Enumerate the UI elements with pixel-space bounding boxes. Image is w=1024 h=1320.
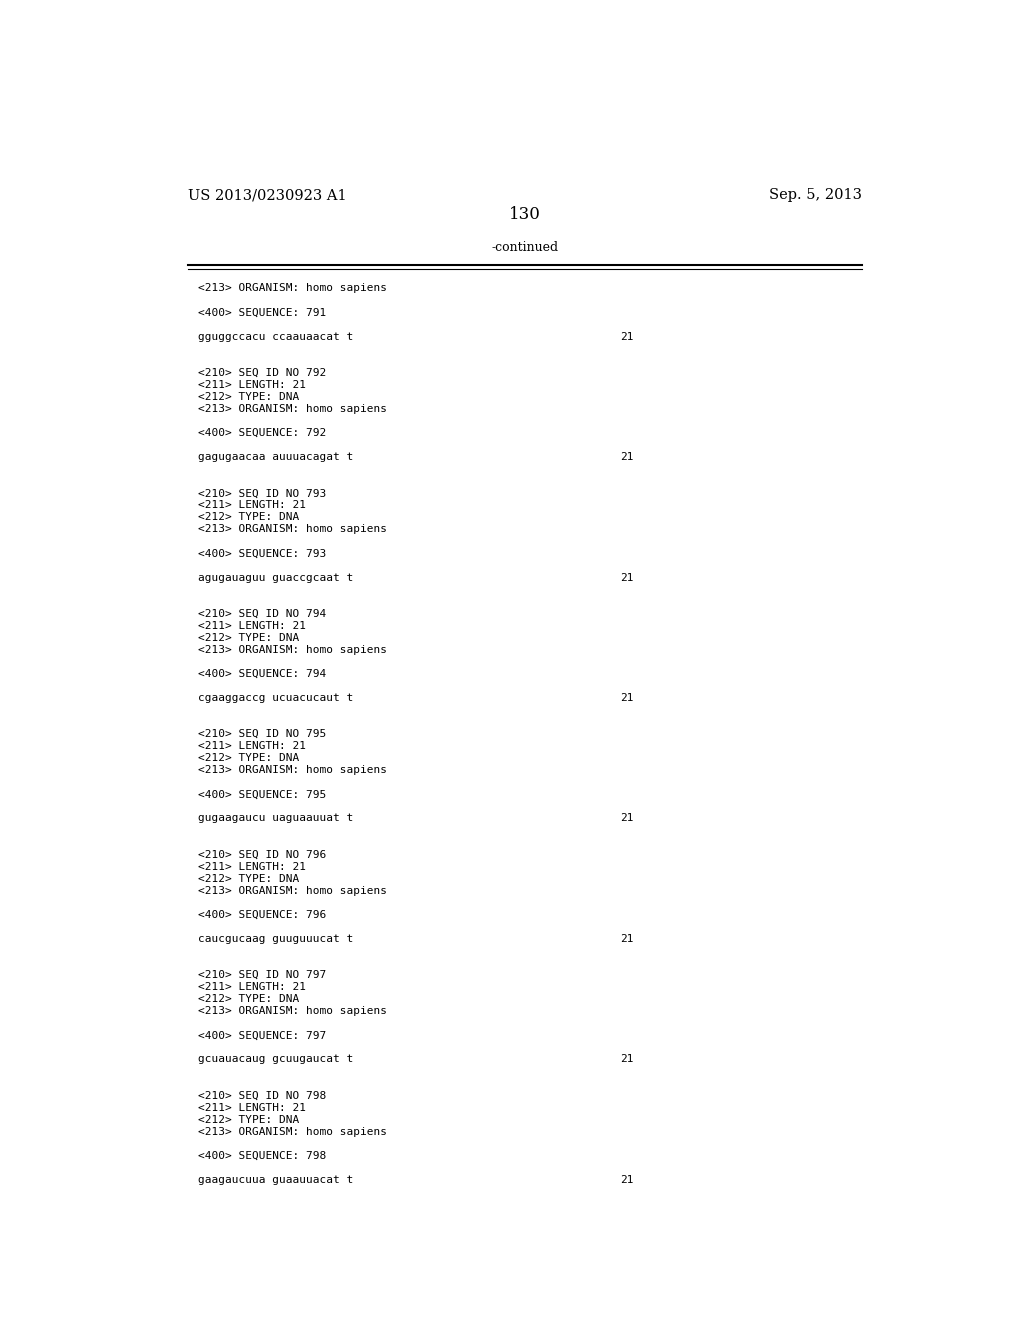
Text: <400> SEQUENCE: 798: <400> SEQUENCE: 798 xyxy=(198,1151,326,1160)
Text: <210> SEQ ID NO 792: <210> SEQ ID NO 792 xyxy=(198,368,326,378)
Text: <213> ORGANISM: homo sapiens: <213> ORGANISM: homo sapiens xyxy=(198,284,387,293)
Text: <400> SEQUENCE: 793: <400> SEQUENCE: 793 xyxy=(198,549,326,558)
Text: <210> SEQ ID NO 798: <210> SEQ ID NO 798 xyxy=(198,1090,326,1101)
Text: 21: 21 xyxy=(620,331,634,342)
Text: <400> SEQUENCE: 792: <400> SEQUENCE: 792 xyxy=(198,428,326,438)
Text: Sep. 5, 2013: Sep. 5, 2013 xyxy=(769,189,862,202)
Text: <211> LENGTH: 21: <211> LENGTH: 21 xyxy=(198,862,306,871)
Text: 21: 21 xyxy=(620,693,634,704)
Text: <210> SEQ ID NO 793: <210> SEQ ID NO 793 xyxy=(198,488,326,498)
Text: 21: 21 xyxy=(620,1175,634,1185)
Text: <400> SEQUENCE: 795: <400> SEQUENCE: 795 xyxy=(198,789,326,800)
Text: 21: 21 xyxy=(620,453,634,462)
Text: 21: 21 xyxy=(620,1055,634,1064)
Text: <211> LENGTH: 21: <211> LENGTH: 21 xyxy=(198,982,306,993)
Text: agugauaguu guaccgcaat t: agugauaguu guaccgcaat t xyxy=(198,573,353,582)
Text: <400> SEQUENCE: 797: <400> SEQUENCE: 797 xyxy=(198,1030,326,1040)
Text: <212> TYPE: DNA: <212> TYPE: DNA xyxy=(198,754,299,763)
Text: <210> SEQ ID NO 797: <210> SEQ ID NO 797 xyxy=(198,970,326,979)
Text: <212> TYPE: DNA: <212> TYPE: DNA xyxy=(198,392,299,401)
Text: 21: 21 xyxy=(620,813,634,824)
Text: <212> TYPE: DNA: <212> TYPE: DNA xyxy=(198,874,299,883)
Text: <211> LENGTH: 21: <211> LENGTH: 21 xyxy=(198,1102,306,1113)
Text: 21: 21 xyxy=(620,573,634,582)
Text: -continued: -continued xyxy=(492,242,558,255)
Text: <211> LENGTH: 21: <211> LENGTH: 21 xyxy=(198,380,306,389)
Text: 21: 21 xyxy=(620,933,634,944)
Text: <213> ORGANISM: homo sapiens: <213> ORGANISM: homo sapiens xyxy=(198,886,387,896)
Text: <210> SEQ ID NO 795: <210> SEQ ID NO 795 xyxy=(198,729,326,739)
Text: <213> ORGANISM: homo sapiens: <213> ORGANISM: homo sapiens xyxy=(198,404,387,414)
Text: US 2013/0230923 A1: US 2013/0230923 A1 xyxy=(187,189,346,202)
Text: <213> ORGANISM: homo sapiens: <213> ORGANISM: homo sapiens xyxy=(198,645,387,655)
Text: <211> LENGTH: 21: <211> LENGTH: 21 xyxy=(198,620,306,631)
Text: gcuauacaug gcuugaucat t: gcuauacaug gcuugaucat t xyxy=(198,1055,353,1064)
Text: <213> ORGANISM: homo sapiens: <213> ORGANISM: homo sapiens xyxy=(198,766,387,775)
Text: gguggccacu ccaauaacat t: gguggccacu ccaauaacat t xyxy=(198,331,353,342)
Text: <212> TYPE: DNA: <212> TYPE: DNA xyxy=(198,1114,299,1125)
Text: 130: 130 xyxy=(509,206,541,223)
Text: <213> ORGANISM: homo sapiens: <213> ORGANISM: homo sapiens xyxy=(198,1006,387,1016)
Text: <213> ORGANISM: homo sapiens: <213> ORGANISM: homo sapiens xyxy=(198,1126,387,1137)
Text: <400> SEQUENCE: 794: <400> SEQUENCE: 794 xyxy=(198,669,326,678)
Text: <211> LENGTH: 21: <211> LENGTH: 21 xyxy=(198,742,306,751)
Text: <210> SEQ ID NO 794: <210> SEQ ID NO 794 xyxy=(198,609,326,619)
Text: <400> SEQUENCE: 796: <400> SEQUENCE: 796 xyxy=(198,909,326,920)
Text: <212> TYPE: DNA: <212> TYPE: DNA xyxy=(198,994,299,1005)
Text: gugaagaucu uaguaauuat t: gugaagaucu uaguaauuat t xyxy=(198,813,353,824)
Text: gaagaucuua guaauuacat t: gaagaucuua guaauuacat t xyxy=(198,1175,353,1185)
Text: <213> ORGANISM: homo sapiens: <213> ORGANISM: homo sapiens xyxy=(198,524,387,535)
Text: <211> LENGTH: 21: <211> LENGTH: 21 xyxy=(198,500,306,511)
Text: <212> TYPE: DNA: <212> TYPE: DNA xyxy=(198,632,299,643)
Text: cgaaggaccg ucuacucaut t: cgaaggaccg ucuacucaut t xyxy=(198,693,353,704)
Text: gagugaacaa auuuacagat t: gagugaacaa auuuacagat t xyxy=(198,453,353,462)
Text: <212> TYPE: DNA: <212> TYPE: DNA xyxy=(198,512,299,523)
Text: caucgucaag guuguuucat t: caucgucaag guuguuucat t xyxy=(198,933,353,944)
Text: <210> SEQ ID NO 796: <210> SEQ ID NO 796 xyxy=(198,850,326,859)
Text: <400> SEQUENCE: 791: <400> SEQUENCE: 791 xyxy=(198,308,326,318)
